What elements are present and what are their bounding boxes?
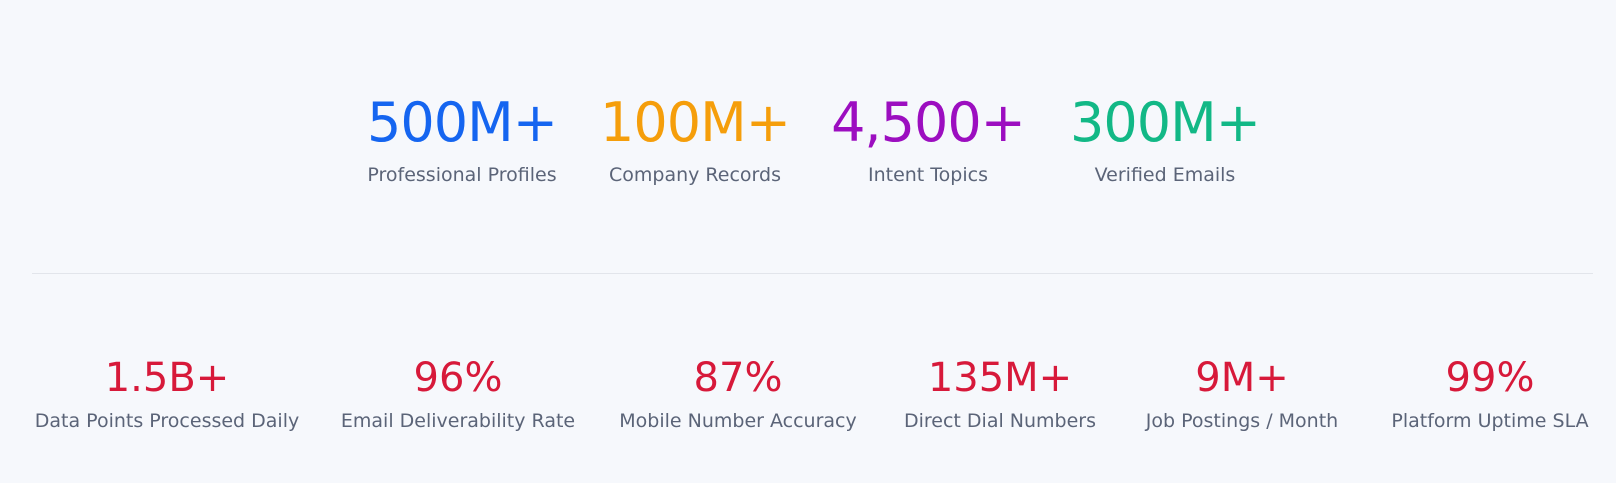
stat-value: 4,500+ bbox=[831, 91, 1026, 154]
stat-value: 100M+ bbox=[600, 91, 791, 154]
stat-item: 9M+ Job Postings / Month bbox=[1146, 358, 1338, 432]
stat-label: Verified Emails bbox=[1094, 164, 1236, 186]
stat-value: 1.5B+ bbox=[104, 355, 230, 401]
stat-label: Email Deliverability Rate bbox=[340, 410, 576, 432]
stat-item: 96% Email Deliverability Rate bbox=[341, 358, 575, 432]
stat-value: 135M+ bbox=[927, 355, 1073, 401]
stat-item: 1.5B+ Data Points Processed Daily bbox=[35, 358, 299, 432]
stat-label: Data Points Processed Daily bbox=[34, 410, 300, 432]
stat-value: 87% bbox=[693, 355, 783, 401]
stat-item: 87% Mobile Number Accuracy bbox=[619, 358, 856, 432]
stat-item: 100M+ Company Records bbox=[600, 91, 791, 187]
stat-label: Company Records bbox=[609, 164, 781, 186]
stat-value: 300M+ bbox=[1070, 91, 1261, 154]
stat-label: Direct Dial Numbers bbox=[903, 410, 1097, 432]
stat-value: 99% bbox=[1445, 355, 1535, 401]
stat-value: 96% bbox=[413, 355, 503, 401]
stat-label: Professional Profiles bbox=[367, 164, 557, 186]
stat-item: 300M+ Verified Emails bbox=[1070, 91, 1261, 187]
stat-label: Job Postings / Month bbox=[1145, 410, 1339, 432]
stat-value: 9M+ bbox=[1195, 355, 1289, 401]
divider bbox=[32, 273, 1593, 274]
stat-item: 500M+ Professional Profiles bbox=[367, 91, 558, 187]
stat-item: 99% Platform Uptime SLA bbox=[1391, 358, 1588, 432]
stat-label: Intent Topics bbox=[867, 164, 988, 186]
stat-item: 135M+ Direct Dial Numbers bbox=[904, 358, 1096, 432]
stat-item: 4,500+ Intent Topics bbox=[831, 91, 1026, 187]
stat-label: Platform Uptime SLA bbox=[1391, 410, 1589, 432]
stat-label: Mobile Number Accuracy bbox=[619, 410, 857, 432]
stat-value: 500M+ bbox=[367, 91, 558, 154]
